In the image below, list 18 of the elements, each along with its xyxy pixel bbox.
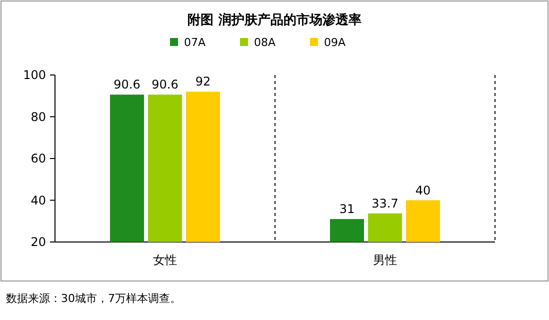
data-label: 31	[339, 202, 355, 216]
data-label: 90.6	[152, 78, 178, 92]
legend-label: 09A	[324, 36, 346, 49]
x-tick-label: 男性	[373, 253, 397, 267]
chart-title: 附图 润护肤产品的市场渗透率	[188, 12, 362, 28]
data-label: 33.7	[372, 196, 398, 210]
data-label: 40	[415, 183, 431, 198]
y-tick-label: 20	[30, 235, 46, 250]
legend-label: 07A	[184, 36, 206, 49]
y-tick-label: 80	[30, 110, 46, 124]
y-tick-label: 60	[30, 152, 46, 166]
legend-label: 08A	[254, 36, 276, 49]
data-label: 90.6	[114, 78, 140, 92]
source-note: 数据来源：30城市，7万样本调查。	[6, 292, 181, 305]
y-tick-label: 40	[30, 193, 46, 208]
x-tick-label: 女性	[153, 253, 177, 267]
y-tick-label: 100	[23, 68, 46, 82]
data-label: 92	[195, 74, 211, 89]
